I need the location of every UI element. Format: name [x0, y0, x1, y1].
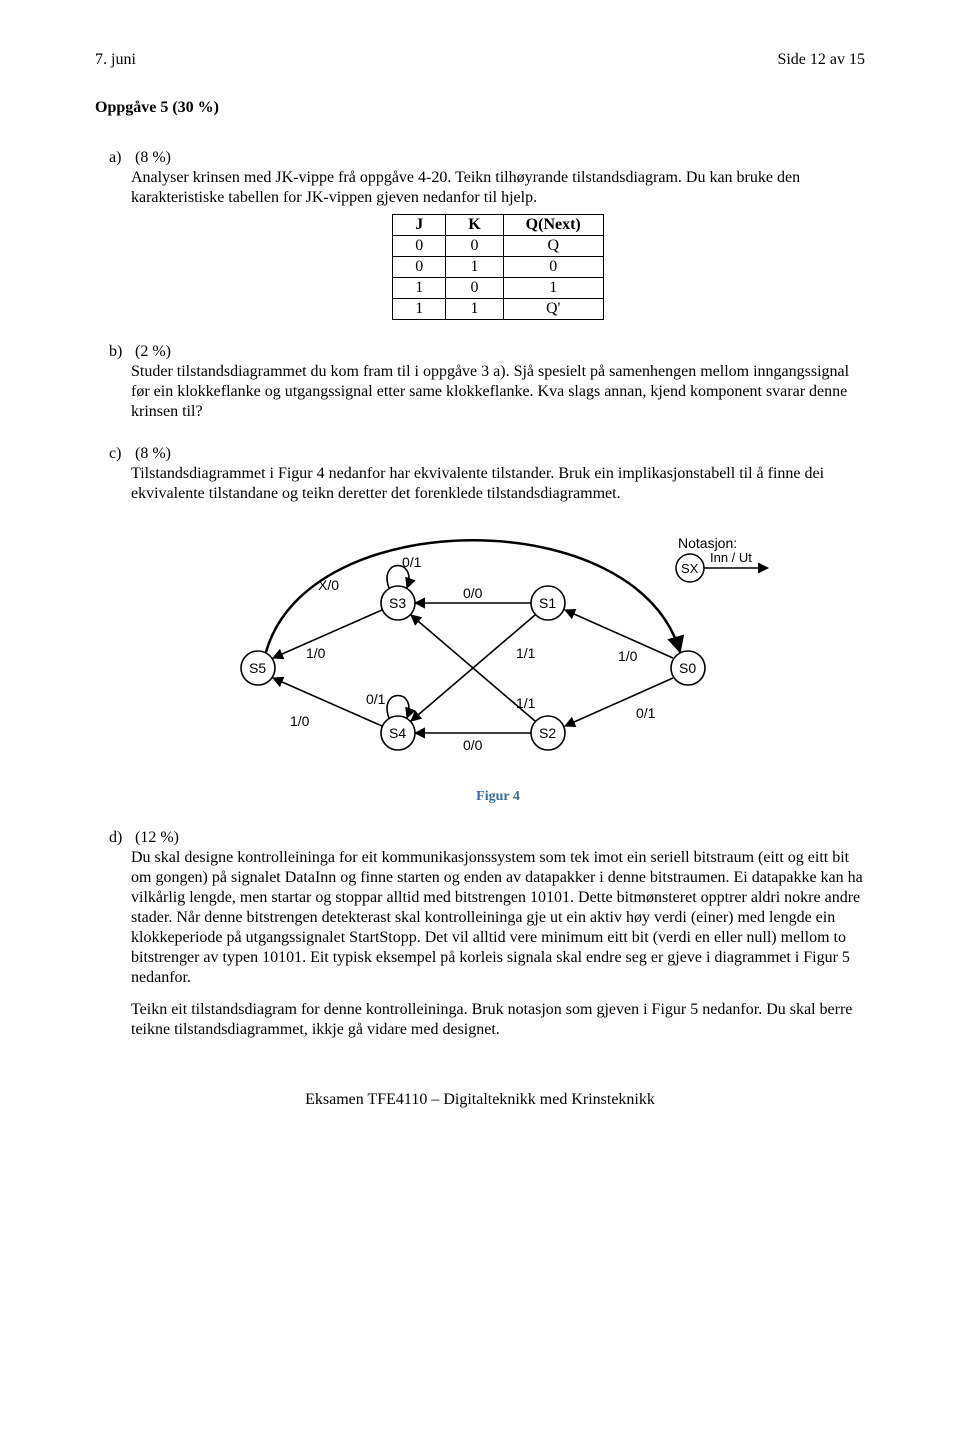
edge-label-s3-loop: 0/1 [402, 554, 422, 570]
subpart-a-pct: (8 %) [135, 149, 171, 166]
svg-text:S5: S5 [249, 660, 266, 676]
edge-label-s0-s1: 1/0 [618, 648, 638, 664]
subpart-a-text: Analyser krinsen med JK-vippe frå oppgåv… [131, 168, 865, 208]
subpart-d: d) (12 %) Du skal designe kontrolleining… [131, 828, 865, 1040]
table-row: 0 0 Q [393, 236, 604, 257]
edge-s3-s5 [273, 610, 382, 658]
subpart-b-text: Studer tilstandsdiagrammet du kom fram t… [131, 362, 865, 422]
header-page: Side 12 av 15 [777, 50, 865, 70]
svg-text:S1: S1 [539, 595, 556, 611]
subpart-c-text: Tilstandsdiagrammet i Figur 4 nedanfor h… [131, 464, 865, 504]
table-row: J K Q(Next) [393, 215, 604, 236]
edge-label-s4-s5: 1/0 [290, 713, 310, 729]
header-date: 7. juni [95, 50, 136, 70]
subpart-b-label: b) [109, 342, 131, 362]
svg-text:S4: S4 [389, 725, 406, 741]
subpart-d-pct: (12 %) [135, 829, 179, 846]
table-row: 1 0 1 [393, 278, 604, 299]
state-s4: S4 [381, 716, 415, 750]
edge-label-s3-s5: 1/0 [306, 645, 326, 661]
figure-4: X/0 Notasjon: SX Inn / Ut 1/0 0/1 0/0 1/… [131, 518, 865, 806]
subpart-d-p1: Du skal designe kontrolleininga for eit … [131, 848, 865, 988]
edge-label-s1-s4: 1/1 [516, 645, 536, 661]
subpart-d-label: d) [109, 828, 131, 848]
page-footer: Eksamen TFE4110 – Digitalteknikk med Kri… [95, 1090, 865, 1110]
edge-label-s4-loop: 0/1 [366, 691, 386, 707]
jk-col-k: K [446, 215, 503, 236]
state-diagram-svg: X/0 Notasjon: SX Inn / Ut 1/0 0/1 0/0 1/… [188, 518, 808, 778]
state-s2: S2 [531, 716, 565, 750]
subpart-c-pct: (8 %) [135, 445, 171, 462]
subpart-b-pct: (2 %) [135, 343, 171, 360]
edge-label-s2-s3: 1/1 [516, 695, 536, 711]
table-row: 1 1 Q' [393, 299, 604, 320]
jk-col-qnext: Q(Next) [503, 215, 603, 236]
subpart-c-label: c) [109, 444, 131, 464]
state-s1: S1 [531, 586, 565, 620]
svg-text:S3: S3 [389, 595, 406, 611]
figure-caption: Figur 4 [131, 788, 865, 806]
notation-title: Notasjon: [678, 535, 737, 551]
subpart-a-label: a) [109, 148, 131, 168]
state-s5: S5 [241, 651, 275, 685]
jk-col-j: J [393, 215, 446, 236]
subpart-c: c) (8 %) Tilstandsdiagrammet i Figur 4 n… [131, 444, 865, 806]
subpart-a: a) (8 %) Analyser krinsen med JK-vippe f… [131, 148, 865, 320]
edge-label-s2-s4: 0/0 [463, 737, 483, 753]
jk-table: J K Q(Next) 0 0 Q 0 1 0 1 0 1 1 1 Q' [392, 214, 604, 320]
section-title: Oppgåve 5 (30 %) [95, 98, 865, 118]
notation-io: Inn / Ut [710, 550, 752, 565]
state-s3: S3 [381, 586, 415, 620]
edge-label-s1-s3: 0/0 [463, 585, 483, 601]
svg-text:S2: S2 [539, 725, 556, 741]
edge-label-s5-s0: X/0 [318, 577, 339, 593]
subpart-d-p2: Teikn eit tilstandsdiagram for denne kon… [131, 1000, 865, 1040]
edge-s0-s2 [565, 678, 673, 726]
edge-s4-loop [387, 696, 409, 719]
table-row: 0 1 0 [393, 257, 604, 278]
subpart-b: b) (2 %) Studer tilstandsdiagrammet du k… [131, 342, 865, 422]
edge-label-s0-s2: 0/1 [636, 705, 656, 721]
svg-text:S0: S0 [679, 660, 696, 676]
notation-state-label: SX [681, 561, 699, 576]
state-s0: S0 [671, 651, 705, 685]
page-header: 7. juni Side 12 av 15 [95, 50, 865, 70]
